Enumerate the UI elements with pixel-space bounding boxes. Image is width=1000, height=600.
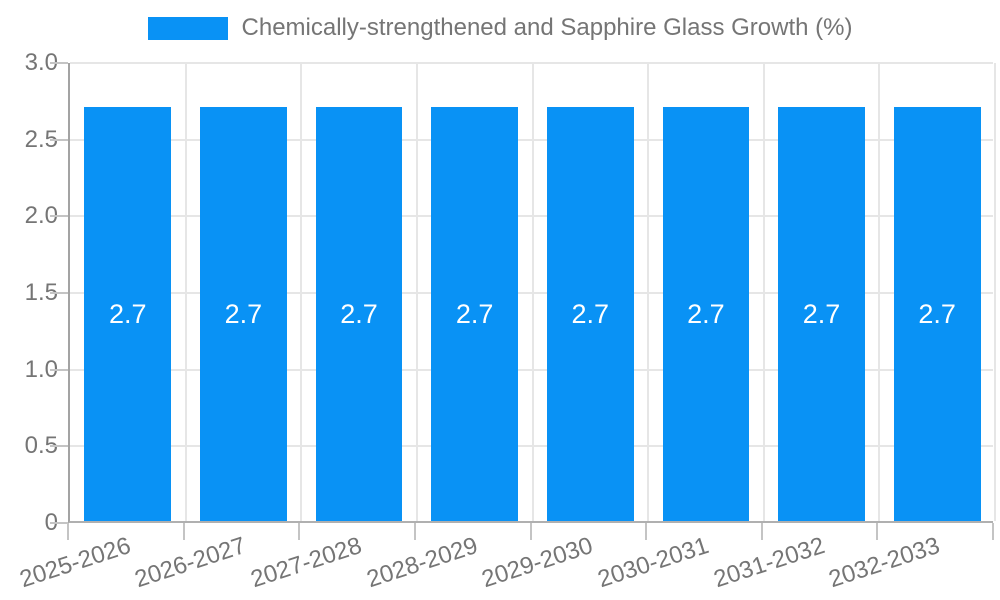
x-axis-tick-mark [529, 523, 532, 540]
bar: 2.7 [662, 107, 750, 521]
gridline-vertical [531, 63, 534, 521]
x-axis-category-label: 2032-2033 [825, 532, 944, 594]
x-axis-category-label: 2025-2026 [16, 532, 134, 594]
bar: 2.7 [893, 107, 981, 521]
bar-value-label: 2.7 [918, 298, 956, 329]
gridline-vertical [415, 63, 418, 521]
gridline-vertical [647, 63, 650, 521]
x-axis-tick-mark [760, 523, 763, 540]
bar: 2.7 [546, 107, 634, 521]
x-axis-tick-mark [992, 523, 994, 540]
x-axis-category-label: 2027-2028 [247, 532, 366, 594]
x-axis-tick-mark [67, 523, 69, 540]
y-axis-tick-mark [50, 215, 68, 218]
plot-area: 2.7 2.7 2.7 2.7 2.7 2.7 2.7 2.7 [68, 62, 996, 523]
x-axis-category-label: 2030-2031 [594, 532, 712, 594]
x-axis-tick-mark [413, 523, 416, 540]
bar: 2.7 [200, 107, 287, 521]
x-axis-category-label: 2029-2030 [478, 532, 597, 594]
bar-value-label: 2.7 [571, 298, 610, 329]
x-axis-tick-mark [298, 523, 301, 540]
bar: 2.7 [431, 107, 519, 521]
bar-value-label: 2.7 [340, 298, 378, 329]
y-axis-tick-mark [50, 445, 68, 448]
x-axis-category-label: 2026-2027 [131, 532, 250, 594]
x-axis-tick-mark [645, 523, 648, 540]
y-axis-tick-mark [50, 522, 68, 524]
bar: 2.7 [315, 107, 403, 521]
y-axis-tick-mark [50, 292, 68, 294]
y-axis-tick-mark [50, 138, 68, 141]
gridline-vertical [994, 63, 996, 521]
bar-value-label: 2.7 [455, 298, 494, 329]
x-axis-category-label: 2031-2032 [710, 532, 828, 594]
bar-value-label: 2.7 [109, 298, 147, 329]
y-axis-tick-mark [50, 62, 68, 64]
gridline-vertical [184, 63, 187, 521]
x-axis-category-label: 2028-2029 [363, 532, 481, 594]
bar: 2.7 [84, 107, 172, 521]
bar-value-label: 2.7 [802, 298, 841, 329]
x-axis-tick-mark [182, 523, 185, 540]
legend[interactable]: Chemically-strengthened and Sapphire Gla… [0, 14, 1000, 42]
bar-value-label: 2.7 [687, 298, 725, 329]
x-axis-tick-mark [876, 523, 879, 540]
gridline-vertical [878, 63, 881, 521]
gridline-vertical [300, 63, 303, 521]
bar-value-label: 2.7 [224, 298, 263, 329]
bar: 2.7 [778, 107, 865, 521]
legend-swatch [147, 16, 228, 40]
legend-label: Chemically-strengthened and Sapphire Gla… [241, 14, 853, 41]
gridline-vertical [762, 63, 765, 521]
y-axis-tick-mark [50, 368, 68, 371]
